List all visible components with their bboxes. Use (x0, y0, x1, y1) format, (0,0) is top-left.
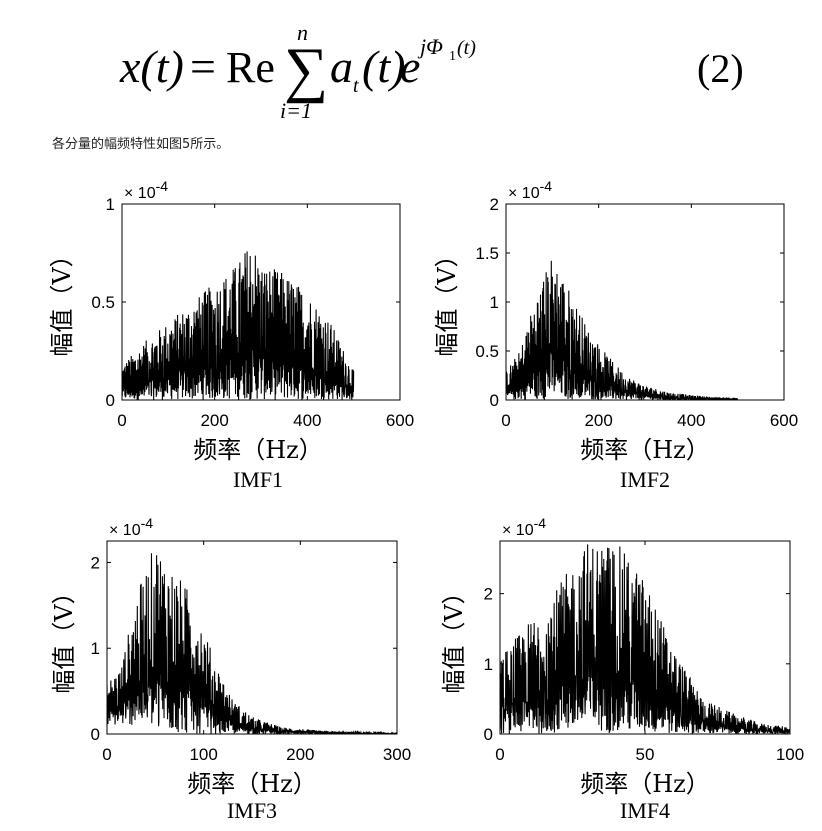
y-tick-label: 0 (106, 391, 115, 410)
y-axis-label: 幅值（V） (433, 243, 461, 356)
equation-exponent-arg: (t) (457, 37, 476, 59)
y-tick-label: 2 (490, 195, 499, 214)
x-tick-label: 600 (770, 411, 798, 430)
y-multiplier: × 10-4 (124, 178, 168, 202)
equation-equals: = (190, 41, 216, 92)
equation-term-e: e (400, 41, 420, 92)
equation-re: Re (226, 43, 275, 92)
x-tick-label: 50 (636, 745, 655, 764)
x-tick-label: 300 (383, 745, 411, 764)
signal-trace-imf3 (107, 553, 397, 734)
figure-caption: 各分量的幅频特性如图5所示。 (52, 137, 230, 152)
x-tick-label: 100 (189, 745, 217, 764)
y-tick-label: 1 (484, 655, 493, 674)
y-tick-label: 1 (490, 293, 499, 312)
equation-lhs: x(t) (119, 41, 184, 92)
equation-term-a: a (330, 41, 353, 92)
x-tick-label: 400 (293, 411, 321, 430)
panel-label-imf4: IMF4 (620, 798, 670, 823)
y-tick-label: 2 (91, 553, 100, 572)
panel-label-imf2: IMF2 (620, 467, 670, 492)
equation: x(t) = Re n ∑ i=1 a t (t) e jΦ 1 (t) (2) (119, 20, 744, 123)
y-axis-label: 幅值（V） (440, 580, 468, 693)
equation-exponent-sub: 1 (449, 49, 456, 64)
equation-number: (2) (697, 46, 744, 91)
y-tick-label: 0.5 (91, 293, 115, 312)
x-axis-label: 频率（Hz） (580, 770, 710, 798)
equation-exponent: jΦ (417, 34, 443, 59)
signal-trace-imf4 (500, 544, 790, 734)
plot-frame (106, 540, 398, 735)
equation-lower-limit: i=1 (280, 98, 312, 123)
chart-panel-imf2: 0 200 400 600 0 0.5 1 1.5 2 × 10-4 幅值（V） 频率（Hz） IMF2 (433, 178, 798, 492)
y-tick-label: 0 (484, 725, 493, 744)
x-tick-label: 200 (286, 745, 314, 764)
x-tick-label: 100 (776, 745, 804, 764)
x-axis-label: 频率（Hz） (580, 436, 710, 464)
x-tick-label: 0 (102, 745, 111, 764)
y-tick-label: 1 (106, 195, 115, 214)
x-tick-label: 200 (200, 411, 228, 430)
y-tick-label: 0 (91, 725, 100, 744)
y-tick-label: 1 (91, 639, 100, 658)
y-tick-label: 1.5 (475, 244, 499, 263)
chart-panel-imf4: 0 50 100 0 1 2 × 10-4 幅值（V） 频率（Hz）IMF4 (440, 515, 804, 823)
y-axis-label: 幅值（V） (50, 580, 78, 693)
x-tick-label: 0 (501, 411, 510, 430)
y-tick-label: 0 (490, 391, 499, 410)
equation-upper-limit: n (297, 20, 308, 45)
panel-label-imf3: IMF3 (227, 798, 277, 823)
x-axis-label: 频率（Hz） (187, 770, 317, 798)
y-multiplier: × 10-4 (508, 178, 552, 202)
x-tick-label: 0 (495, 745, 504, 764)
x-tick-label: 0 (117, 411, 126, 430)
y-multiplier: × 10-4 (109, 515, 153, 539)
y-multiplier: × 10-4 (502, 515, 546, 539)
y-axis-label: 幅值（V） (48, 243, 76, 356)
x-tick-label: 200 (584, 411, 612, 430)
equation-sigma: ∑ (284, 36, 328, 104)
signal-trace-imf1 (122, 251, 355, 400)
panel-label-imf1: IMF1 (233, 467, 283, 492)
equation-term-a-sub: t (353, 75, 359, 97)
chart-panel-imf3: 0 100 200 300 0 1 2 × 10-4 幅值（V） 频率（Hz）IMF3 (50, 515, 411, 823)
equation-term-t: (t) (362, 41, 405, 92)
x-tick-label: 600 (386, 411, 414, 430)
x-axis-label: 频率（Hz） (193, 436, 323, 464)
signal-trace-imf2 (506, 260, 739, 400)
y-tick-label: 2 (484, 585, 493, 604)
chart-panel-imf1: 0 200 400 600 0 0.5 1 × 10-4 幅值（V） 频率（Hz） IMF1 (48, 178, 414, 492)
x-tick-label: 400 (677, 411, 705, 430)
y-tick-label: 0.5 (475, 342, 499, 361)
